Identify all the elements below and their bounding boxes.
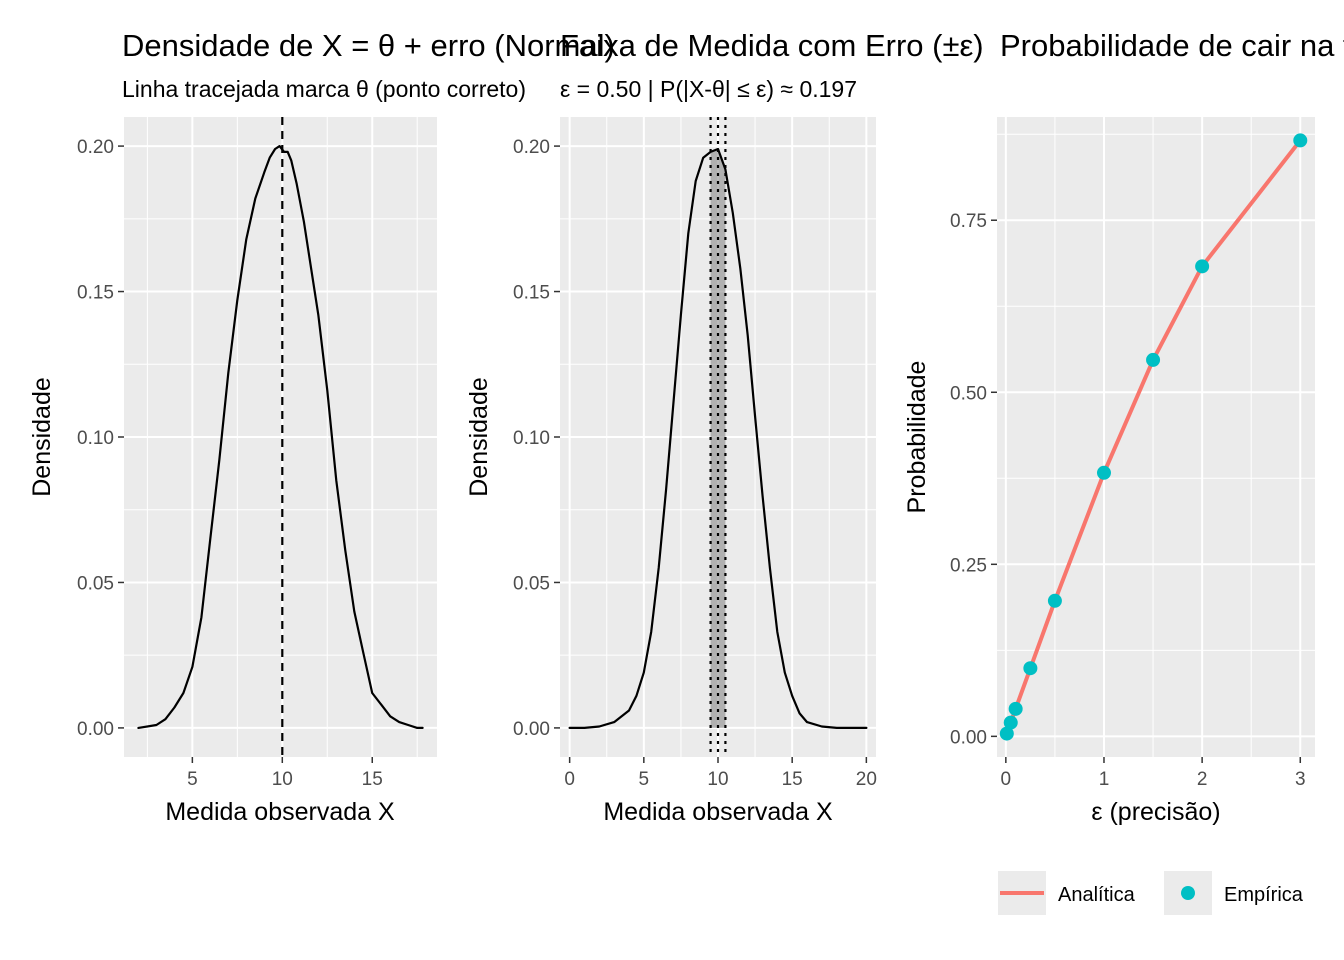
empirical-point — [1003, 715, 1018, 730]
empirical-point — [1008, 701, 1023, 716]
tick-labels: 0 1 2 3 0.00 0.25 0.50 0.75 — [950, 211, 1306, 790]
panel-title: Faixa de Medida com Erro (±ε) — [560, 28, 984, 63]
tick-labels: 0 5 10 15 20 0.00 0.05 0.10 0.15 0.20 — [513, 137, 877, 790]
panel-subtitle: Linha tracejada marca θ (ponto correto) — [122, 76, 526, 102]
x-tick-label: 0 — [1001, 769, 1012, 790]
y-axis-title: Probabilidade — [903, 361, 931, 514]
y-tick-label: 0.05 — [513, 573, 550, 594]
y-tick-label: 0.50 — [950, 383, 987, 404]
y-tick-label: 0.10 — [77, 428, 114, 449]
y-tick-label: 0.00 — [77, 719, 114, 740]
x-tick-label: 10 — [707, 769, 728, 790]
legend-label-empirica: Empírica — [1224, 884, 1304, 906]
x-axis-title: Medida observada X — [165, 798, 395, 826]
y-tick-label: 0.20 — [513, 137, 550, 158]
marks — [568, 117, 868, 757]
panel-subtitle: ε = 0.50 | P(|X-θ| ≤ ε) ≈ 0.197 — [560, 76, 857, 102]
y-tick-label: 0.15 — [513, 283, 550, 304]
empirical-point — [999, 726, 1014, 741]
plot-background — [997, 117, 1315, 757]
panel-title: Probabilidade de cair na faixa — [1000, 28, 1344, 63]
y-tick-label: 0.20 — [77, 137, 114, 158]
x-tick-label: 20 — [856, 769, 877, 790]
density-curve — [137, 145, 424, 730]
y-tick-label: 0.00 — [950, 727, 987, 748]
empirical-point — [1293, 133, 1308, 148]
panel-title: Densidade de X = θ + erro (Normal) — [122, 28, 615, 63]
x-tick-label: 2 — [1197, 769, 1208, 790]
marks — [999, 133, 1308, 741]
y-tick-label: 0.15 — [77, 283, 114, 304]
y-tick-label: 0.75 — [950, 211, 987, 232]
marks — [137, 117, 424, 757]
x-tick-label: 5 — [639, 769, 650, 790]
legend-point-icon — [1181, 886, 1195, 900]
x-tick-label: 10 — [272, 769, 293, 790]
x-tick-label: 0 — [564, 769, 575, 790]
y-tick-label: 0.05 — [77, 573, 114, 594]
x-tick-label: 15 — [782, 769, 803, 790]
gridlines — [997, 117, 1315, 757]
empirical-point — [1047, 593, 1062, 608]
probability-panel: 0 1 2 3 0.00 0.25 0.50 0.75 Probabilidade de ca… — [903, 28, 1344, 826]
gridlines — [560, 117, 876, 757]
legend-label-analitica: Analítica — [1058, 884, 1136, 906]
empirical-point — [1023, 661, 1038, 676]
empirical-point — [1195, 259, 1210, 274]
empirical-point — [1146, 352, 1161, 367]
empirical-point — [1096, 465, 1111, 480]
y-tick-label: 0.10 — [513, 428, 550, 449]
density-panel: 5 10 15 0.00 0.05 0.10 0.15 0.20 Densidade de X… — [28, 28, 615, 826]
x-tick-label: 1 — [1099, 769, 1110, 790]
x-tick-label: 15 — [362, 769, 383, 790]
y-axis-title: Densidade — [28, 377, 56, 497]
y-axis-title: Densidade — [465, 377, 493, 497]
gridlines — [124, 117, 437, 757]
y-tick-label: 0.25 — [950, 555, 987, 576]
tick-labels: 5 10 15 0.00 0.05 0.10 0.15 0.20 — [77, 137, 383, 790]
legend: Analítica Empírica — [998, 871, 1304, 915]
x-axis-title: Medida observada X — [603, 798, 833, 826]
x-tick-label: 3 — [1295, 769, 1306, 790]
x-axis-title: ε (precisão) — [1091, 798, 1220, 826]
error-band-panel: 0 5 10 15 20 0.00 0.05 0.10 0.15 0.20 Faixa de Me… — [465, 28, 984, 826]
x-tick-label: 5 — [187, 769, 198, 790]
y-tick-label: 0.00 — [513, 719, 550, 740]
